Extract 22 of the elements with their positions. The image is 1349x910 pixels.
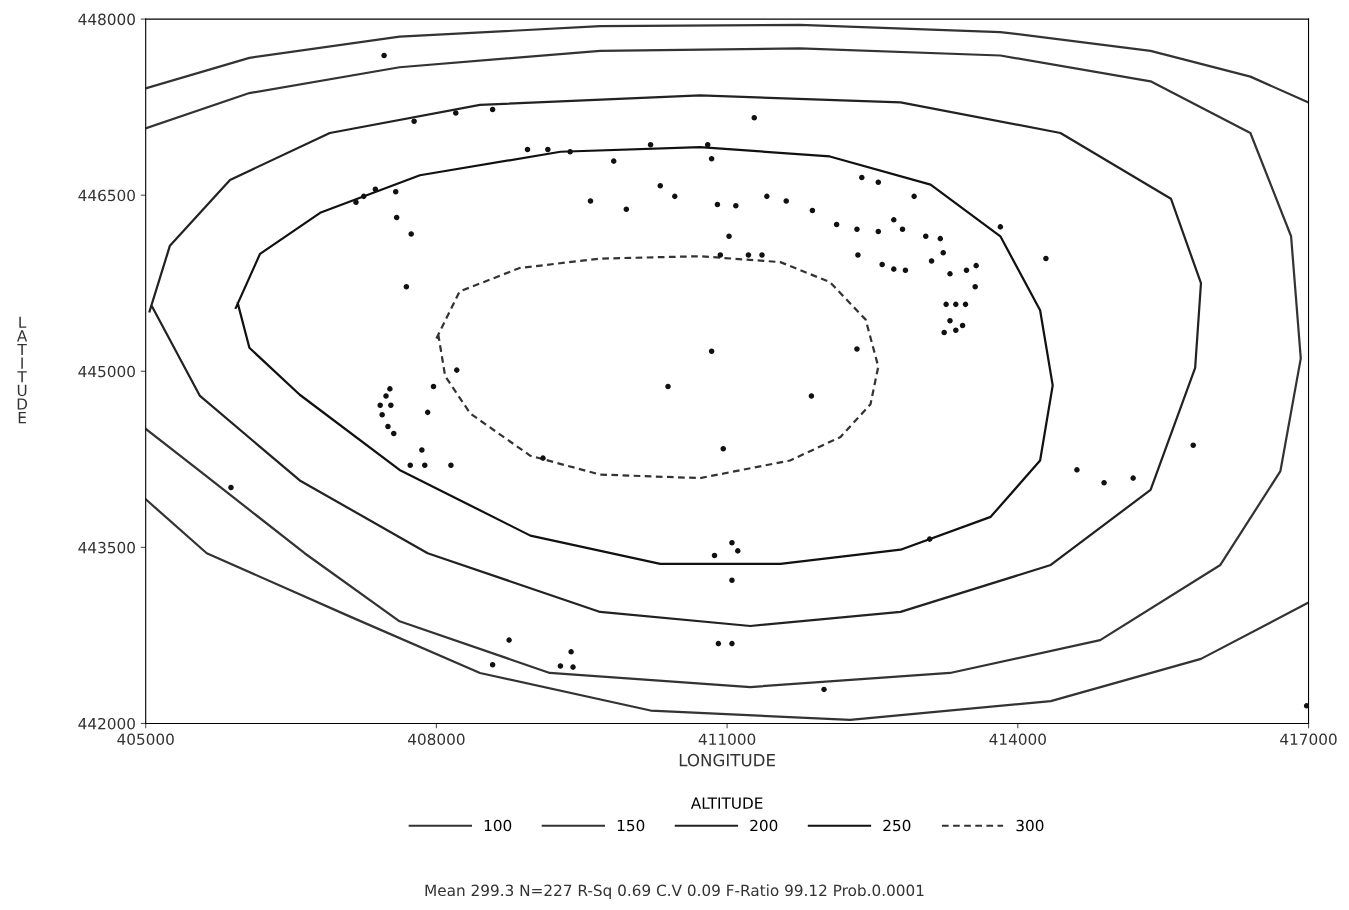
y-tick-label: 445000 bbox=[78, 365, 135, 378]
legend-label: 100 bbox=[484, 819, 512, 832]
legend-label: 300 bbox=[1016, 819, 1044, 832]
y-tick-label: 448000 bbox=[78, 13, 135, 26]
line-series bbox=[234, 145, 1054, 565]
legend-title: ALTITUDE bbox=[690, 797, 763, 809]
y-tick-label: 442000 bbox=[78, 717, 135, 730]
x-tick-label: 414000 bbox=[989, 733, 1046, 745]
y-tick-label: 446500 bbox=[78, 189, 135, 202]
x-tick-label: 408000 bbox=[407, 733, 465, 745]
line-series bbox=[148, 94, 1203, 628]
legend-label: 250 bbox=[883, 819, 911, 832]
line-series bbox=[435, 255, 880, 480]
y-tick-label: 443500 bbox=[78, 541, 135, 554]
x-tick-label: 411000 bbox=[698, 733, 756, 745]
x-axis-title: LONGITUDE bbox=[679, 753, 775, 767]
legend-label: 200 bbox=[750, 819, 778, 832]
x-tick-label: 405000 bbox=[117, 733, 174, 745]
text: Mean 299.3 N=227 R-Sq 0.69 C.V 0.09 F-Ratio 99.12 Prob.0.0001 bbox=[425, 884, 924, 900]
y-axis-title: LATITUDE bbox=[16, 316, 28, 424]
legend-label: 150 bbox=[617, 819, 645, 832]
x-tick-label: 417000 bbox=[1280, 733, 1337, 745]
